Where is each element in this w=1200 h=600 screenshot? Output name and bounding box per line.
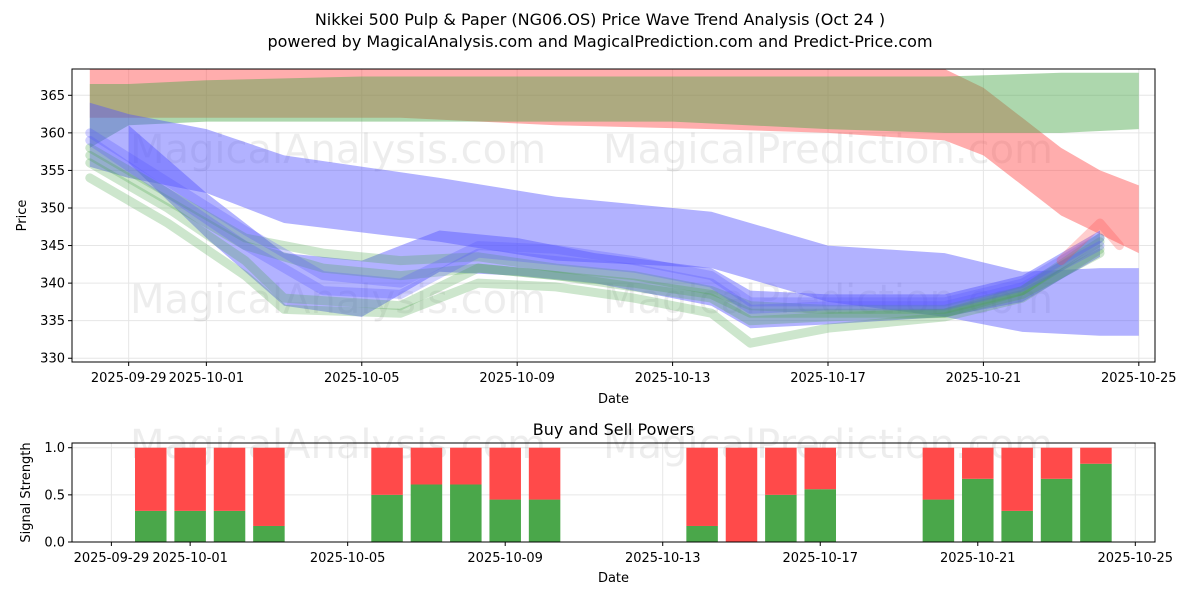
- sell-power-bar: [1040, 447, 1073, 479]
- sell-power-bar: [489, 447, 521, 500]
- sell-power-bar: [725, 447, 758, 542]
- price-x-tick-label: 2025-10-09: [479, 371, 555, 386]
- watermark-text: MagicalAnalysis.com: [130, 127, 546, 173]
- price-plot-area: [85, 69, 1139, 348]
- buy-power-bar: [804, 489, 837, 542]
- price-x-tick-label: 2025-10-01: [169, 371, 245, 386]
- buy-power-bar: [489, 499, 521, 542]
- price-y-tick-label: 335: [40, 314, 65, 329]
- price-y-tick-label: 360: [40, 126, 65, 141]
- buy-power-bar: [686, 525, 718, 542]
- sell-power-bar: [804, 447, 837, 490]
- power-x-tick-label: 2025-10-17: [782, 551, 858, 566]
- buy-power-bar: [1080, 463, 1112, 542]
- sell-power-bar: [528, 447, 561, 500]
- wave-line-6: [1056, 218, 1124, 266]
- price-x-tick-label: 2025-09-29: [91, 371, 167, 386]
- buy-power-bar: [371, 494, 403, 542]
- wave-band-blue-mid: [128, 125, 1100, 329]
- price-x-tick-label: 2025-10-13: [635, 371, 711, 386]
- wave-line-5: [85, 128, 1105, 307]
- buy-power-bar: [450, 484, 482, 542]
- price-x-axis-label: Date: [598, 392, 629, 407]
- price-x-tick-label: 2025-10-25: [1101, 371, 1177, 386]
- buy-power-bar: [135, 510, 167, 542]
- power-x-tick-label: 2025-09-29: [74, 551, 150, 566]
- buy-power-bar: [765, 494, 797, 542]
- power-x-axis-label: Date: [598, 571, 629, 586]
- wave-line-3: [85, 150, 1105, 318]
- wave-line-2: [85, 173, 1105, 348]
- buy-power-bar: [213, 510, 246, 542]
- sell-power-bar: [135, 447, 167, 511]
- power-x-tick-label: 2025-10-01: [152, 551, 228, 566]
- watermark-text: MagicalPrediction.com: [603, 277, 1053, 323]
- price-y-tick-label: 355: [40, 164, 65, 179]
- buy-power-bar: [1001, 510, 1033, 542]
- buy-power-bar: [410, 484, 443, 542]
- buy-power-bar: [962, 478, 994, 542]
- sell-power-bar: [922, 447, 955, 500]
- power-y-tick-label: 0.0: [44, 536, 65, 551]
- power-x-tick-label: 2025-10-05: [310, 551, 386, 566]
- chart-title-line-2: powered by MagicalAnalysis.com and Magic…: [267, 32, 933, 51]
- sell-power-bar: [450, 447, 482, 485]
- sell-power-bar: [253, 447, 285, 526]
- buy-power-bar: [174, 510, 206, 542]
- power-x-tick-label: 2025-10-13: [625, 551, 701, 566]
- sell-power-bar: [1080, 447, 1112, 464]
- sell-power-bar: [174, 447, 206, 511]
- price-x-tick-label: 2025-10-17: [790, 371, 866, 386]
- price-y-tick-label: 345: [40, 239, 65, 254]
- price-y-tick-label: 350: [40, 201, 65, 216]
- power-y-axis-label: Signal Strength: [19, 442, 34, 542]
- power-x-tick-label: 2025-10-25: [1098, 551, 1174, 566]
- watermark-text: MagicalAnalysis.com: [130, 277, 546, 323]
- power-y-tick-label: 1.0: [44, 441, 65, 456]
- power-x-tick-label: 2025-10-21: [940, 551, 1016, 566]
- wave-band-green-upper: [89, 72, 1139, 148]
- chart-title-line-1: Nikkei 500 Pulp & Paper (NG06.OS) Price …: [314, 10, 886, 29]
- wave-band-blue-wide: [89, 102, 1139, 336]
- buy-power-bar: [922, 499, 955, 542]
- wave-line-0: [85, 143, 1105, 314]
- sell-power-bar: [765, 447, 797, 495]
- price-x-tick-label: 2025-10-05: [324, 371, 400, 386]
- price-y-tick-label: 340: [40, 277, 65, 292]
- watermark-text: MagicalPrediction.com: [603, 127, 1053, 173]
- price-y-axis-label: Price: [15, 200, 30, 232]
- sell-power-bar: [213, 447, 246, 511]
- power-axes-frame: [71, 442, 1156, 543]
- wave-line-4: [85, 135, 1105, 314]
- power-y-tick-label: 0.5: [44, 488, 65, 503]
- price-axes-frame: [71, 68, 1156, 363]
- sell-power-bar: [962, 447, 994, 479]
- wave-line-1: [85, 158, 1105, 326]
- price-chart: MagicalAnalysis.com MagicalPrediction.com…: [15, 68, 1177, 407]
- power-chart-title: Buy and Sell Powers: [533, 420, 695, 439]
- sell-power-bar: [1001, 447, 1033, 511]
- sell-power-bar: [371, 447, 403, 495]
- buy-power-bar: [528, 499, 561, 542]
- price-x-tick-label: 2025-10-21: [946, 371, 1022, 386]
- power-x-tick-label: 2025-10-09: [467, 551, 543, 566]
- buy-power-bar: [1040, 478, 1073, 542]
- price-y-tick-label: 330: [40, 352, 65, 367]
- sell-power-bar: [410, 447, 443, 485]
- sell-power-bar: [686, 447, 718, 526]
- wave-band-red-upper: [89, 69, 1139, 254]
- power-chart: MagicalAnalysis.com MagicalPrediction.com…: [19, 420, 1173, 586]
- price-y-tick-label: 365: [40, 89, 65, 104]
- buy-power-bar: [253, 525, 285, 542]
